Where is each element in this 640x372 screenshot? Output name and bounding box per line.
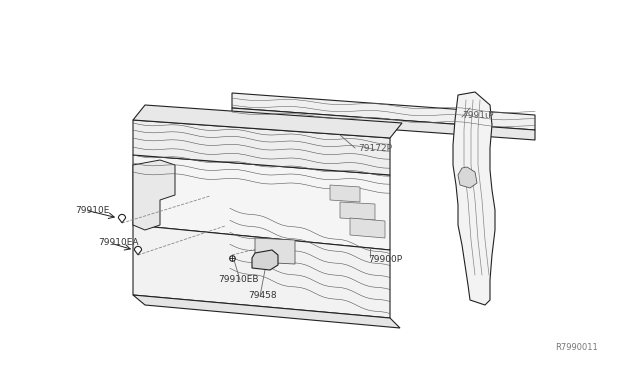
Text: 79910EB: 79910EB <box>218 276 259 285</box>
Polygon shape <box>133 160 175 230</box>
Text: 79172P: 79172P <box>358 144 392 153</box>
Polygon shape <box>133 295 400 328</box>
Polygon shape <box>340 202 375 220</box>
Text: 79910E: 79910E <box>75 205 109 215</box>
Polygon shape <box>453 92 495 305</box>
Polygon shape <box>458 167 477 188</box>
Polygon shape <box>133 225 390 318</box>
Text: 79458: 79458 <box>248 292 276 301</box>
Polygon shape <box>133 155 390 250</box>
Polygon shape <box>133 120 390 175</box>
Text: R7990011: R7990011 <box>555 343 598 353</box>
Polygon shape <box>330 185 360 202</box>
Text: 79900P: 79900P <box>368 254 402 263</box>
Polygon shape <box>134 246 141 255</box>
Polygon shape <box>350 218 385 238</box>
Text: 7991ιP: 7991ιP <box>462 110 493 119</box>
Polygon shape <box>232 93 535 130</box>
Polygon shape <box>252 250 278 270</box>
Polygon shape <box>133 105 402 138</box>
Polygon shape <box>118 214 125 223</box>
Text: 79910EA: 79910EA <box>98 237 138 247</box>
Polygon shape <box>232 108 535 140</box>
Polygon shape <box>255 238 295 264</box>
